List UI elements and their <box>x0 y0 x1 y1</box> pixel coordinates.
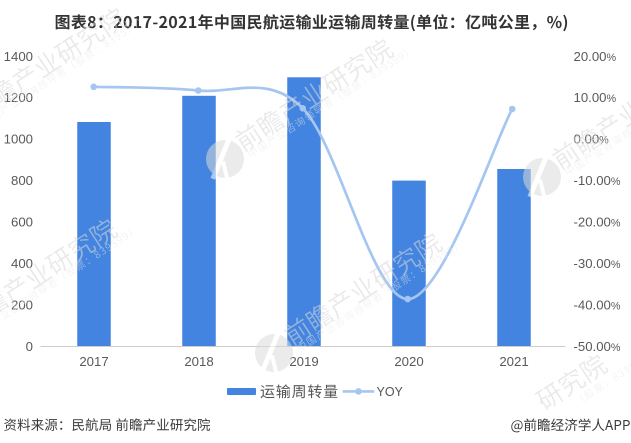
svg-text:2020: 2020 <box>394 354 423 369</box>
svg-text:800: 800 <box>11 173 33 188</box>
svg-text:-30.00%: -30.00% <box>574 256 621 271</box>
svg-text:-10.00%: -10.00% <box>574 173 621 188</box>
svg-text:-20.00%: -20.00% <box>574 215 621 230</box>
svg-text:0: 0 <box>26 339 33 354</box>
svg-text:YOY: YOY <box>377 385 404 399</box>
svg-text:10.00%: 10.00% <box>574 90 617 105</box>
svg-text:600: 600 <box>11 215 33 230</box>
svg-text:2019: 2019 <box>289 354 318 369</box>
svg-text:2021: 2021 <box>499 354 528 369</box>
svg-text:400: 400 <box>11 256 33 271</box>
svg-text:-40.00%: -40.00% <box>574 297 621 312</box>
svg-text:1400: 1400 <box>4 49 33 64</box>
svg-text:20.00%: 20.00% <box>574 49 617 64</box>
svg-text:1000: 1000 <box>4 132 33 147</box>
svg-text:1200: 1200 <box>4 90 33 105</box>
svg-text:2017: 2017 <box>79 354 108 369</box>
svg-text:2018: 2018 <box>184 354 213 369</box>
svg-text:-50.00%: -50.00% <box>574 339 621 354</box>
